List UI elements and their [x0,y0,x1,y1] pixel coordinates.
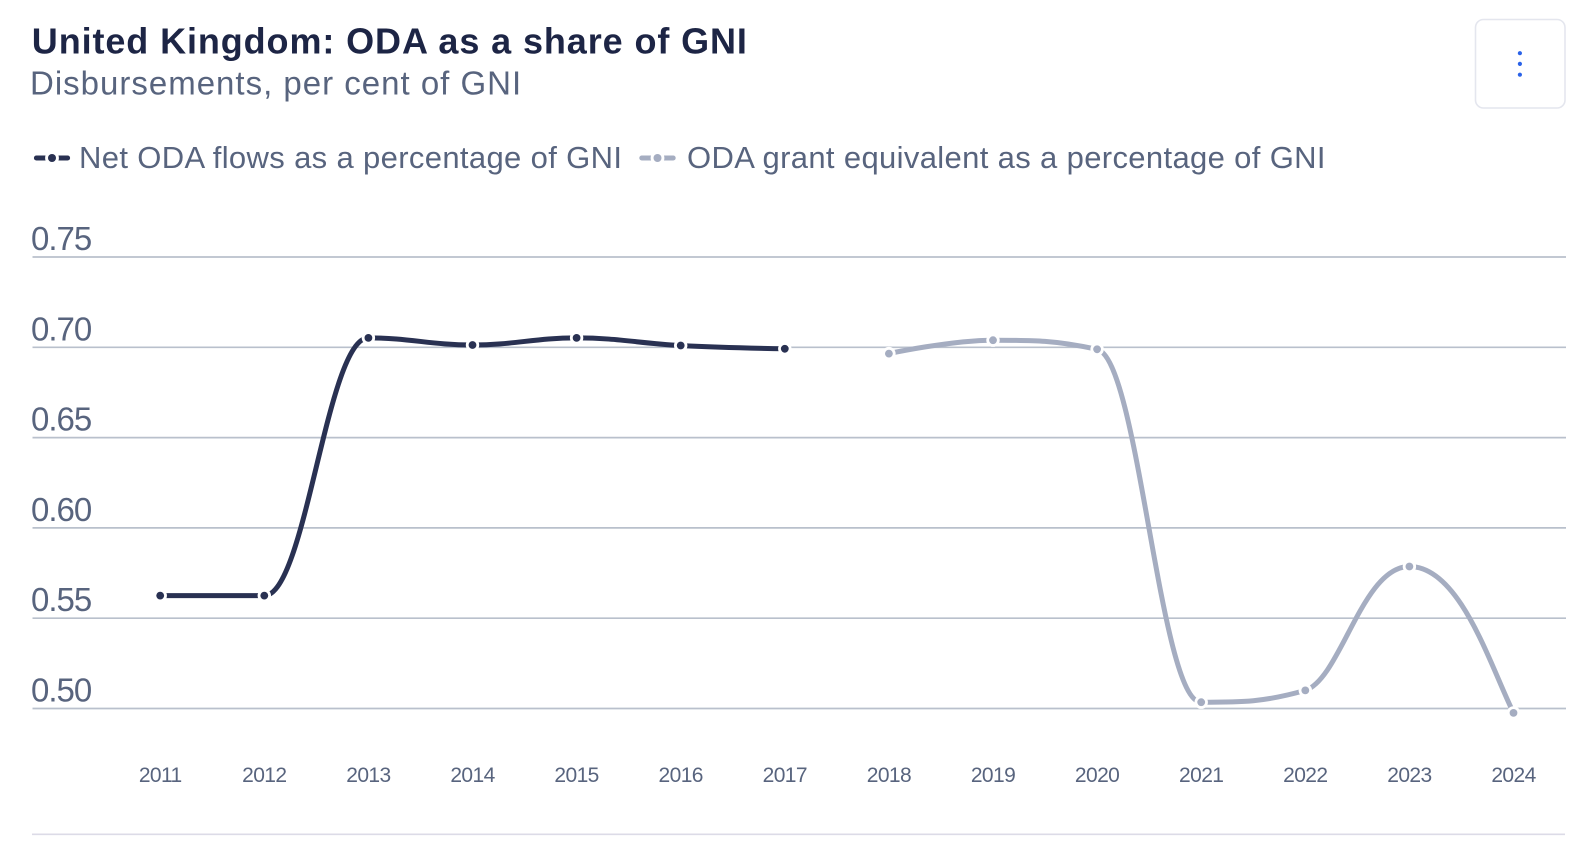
svg-text:Net ODA flows as a percentage: Net ODA flows as a percentage of GNI [79,140,622,175]
svg-text:2016: 2016 [659,764,703,787]
svg-text:2015: 2015 [554,764,598,787]
svg-text:ODA grant equivalent as a perc: ODA grant equivalent as a percentage of … [687,140,1326,175]
svg-text:0.75: 0.75 [31,220,91,257]
svg-text:2022: 2022 [1283,764,1327,787]
svg-text:United Kingdom: ODA as a share: United Kingdom: ODA as a share of GNI [32,21,748,62]
svg-text:2013: 2013 [346,764,390,787]
svg-text:0.60: 0.60 [31,491,92,528]
svg-text:2020: 2020 [1075,764,1119,787]
svg-text:2012: 2012 [242,764,286,787]
svg-text:Disbursements, per cent of GNI: Disbursements, per cent of GNI [30,65,522,102]
svg-text:0.65: 0.65 [31,401,91,438]
svg-text:2021: 2021 [1179,764,1223,787]
svg-text:2019: 2019 [971,764,1015,787]
svg-text:2011: 2011 [139,764,182,787]
svg-text:2018: 2018 [867,764,911,787]
svg-text:2024: 2024 [1491,764,1536,787]
svg-text:0.55: 0.55 [31,581,91,618]
svg-text:2023: 2023 [1387,764,1431,787]
svg-text:2017: 2017 [763,764,807,787]
svg-text:0.50: 0.50 [31,672,92,709]
svg-text:2014: 2014 [450,764,495,787]
svg-text:0.70: 0.70 [31,310,92,347]
